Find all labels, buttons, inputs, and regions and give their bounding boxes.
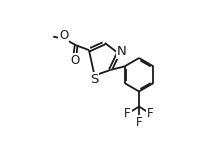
Text: N: N: [117, 45, 127, 58]
Text: O: O: [70, 54, 79, 67]
Text: S: S: [90, 73, 99, 86]
Text: O: O: [59, 29, 68, 42]
Text: F: F: [124, 107, 131, 120]
Text: F: F: [136, 116, 142, 129]
Text: F: F: [147, 107, 154, 120]
